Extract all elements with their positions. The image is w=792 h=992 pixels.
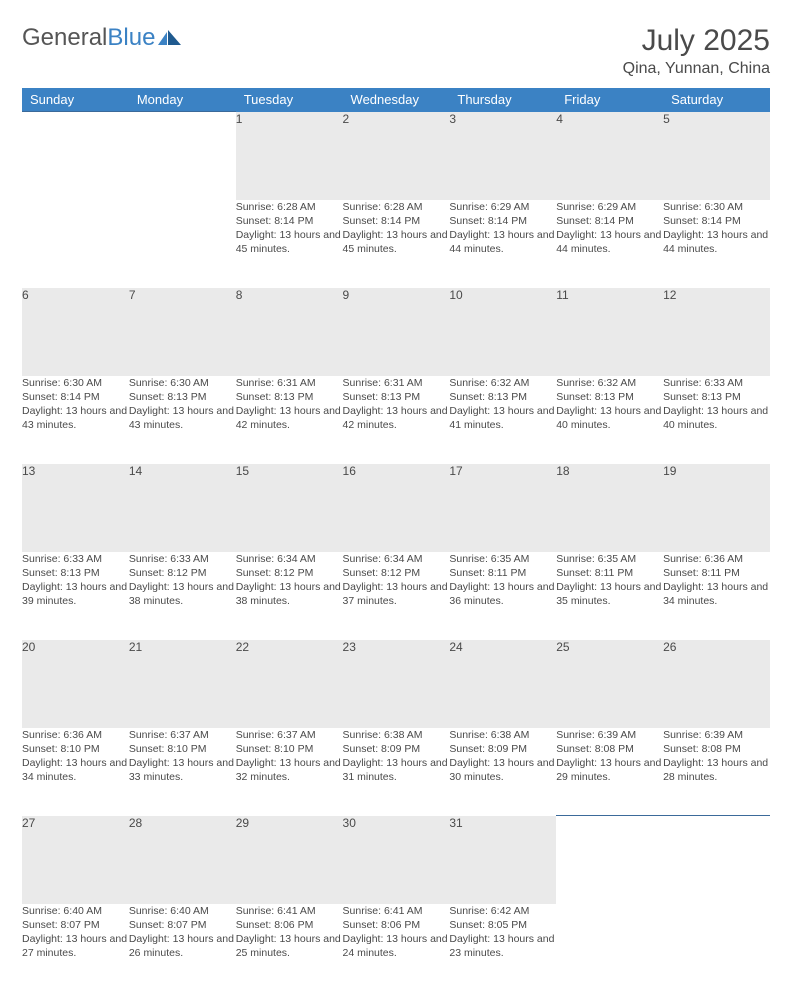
day-content-cell bbox=[663, 904, 770, 992]
day-content-cell bbox=[22, 200, 129, 288]
day-number-cell: 3 bbox=[449, 112, 556, 200]
day-content-cell: Sunrise: 6:33 AMSunset: 8:13 PMDaylight:… bbox=[663, 376, 770, 464]
day-number-row: 13141516171819 bbox=[22, 464, 770, 552]
day-content-row: Sunrise: 6:33 AMSunset: 8:13 PMDaylight:… bbox=[22, 552, 770, 640]
day-content-cell: Sunrise: 6:33 AMSunset: 8:12 PMDaylight:… bbox=[129, 552, 236, 640]
day-number-cell: 22 bbox=[236, 640, 343, 728]
day-number-cell bbox=[663, 816, 770, 904]
day-number-cell: 20 bbox=[22, 640, 129, 728]
day-content-row: Sunrise: 6:30 AMSunset: 8:14 PMDaylight:… bbox=[22, 376, 770, 464]
day-content-cell: Sunrise: 6:37 AMSunset: 8:10 PMDaylight:… bbox=[129, 728, 236, 816]
day-content-row: Sunrise: 6:28 AMSunset: 8:14 PMDaylight:… bbox=[22, 200, 770, 288]
day-number-cell: 11 bbox=[556, 288, 663, 376]
day-number-cell: 8 bbox=[236, 288, 343, 376]
weekday-header: Friday bbox=[556, 88, 663, 112]
logo-flag-icon bbox=[157, 28, 183, 48]
day-number-cell: 2 bbox=[343, 112, 450, 200]
day-content-cell: Sunrise: 6:29 AMSunset: 8:14 PMDaylight:… bbox=[449, 200, 556, 288]
day-content-cell: Sunrise: 6:29 AMSunset: 8:14 PMDaylight:… bbox=[556, 200, 663, 288]
header: GeneralBlue July 2025 Qina, Yunnan, Chin… bbox=[22, 24, 770, 78]
day-number-cell bbox=[129, 112, 236, 200]
day-number-cell: 15 bbox=[236, 464, 343, 552]
weekday-header: Monday bbox=[129, 88, 236, 112]
day-number-row: 2728293031 bbox=[22, 816, 770, 904]
weekday-header: Sunday bbox=[22, 88, 129, 112]
day-number-cell bbox=[556, 816, 663, 904]
day-number-cell: 10 bbox=[449, 288, 556, 376]
day-content-cell: Sunrise: 6:35 AMSunset: 8:11 PMDaylight:… bbox=[449, 552, 556, 640]
day-number-cell: 27 bbox=[22, 816, 129, 904]
day-content-cell bbox=[556, 904, 663, 992]
weekday-header: Wednesday bbox=[343, 88, 450, 112]
logo: GeneralBlue bbox=[22, 24, 183, 52]
logo-text-1: General bbox=[22, 24, 107, 52]
calendar-table: Sunday Monday Tuesday Wednesday Thursday… bbox=[22, 88, 770, 992]
day-content-row: Sunrise: 6:40 AMSunset: 8:07 PMDaylight:… bbox=[22, 904, 770, 992]
day-content-cell: Sunrise: 6:30 AMSunset: 8:13 PMDaylight:… bbox=[129, 376, 236, 464]
day-content-cell: Sunrise: 6:41 AMSunset: 8:06 PMDaylight:… bbox=[236, 904, 343, 992]
day-content-cell: Sunrise: 6:33 AMSunset: 8:13 PMDaylight:… bbox=[22, 552, 129, 640]
day-number-cell: 28 bbox=[129, 816, 236, 904]
day-number-cell: 19 bbox=[663, 464, 770, 552]
day-number-cell: 9 bbox=[343, 288, 450, 376]
day-number-cell: 25 bbox=[556, 640, 663, 728]
day-number-cell: 12 bbox=[663, 288, 770, 376]
day-content-cell: Sunrise: 6:34 AMSunset: 8:12 PMDaylight:… bbox=[343, 552, 450, 640]
day-content-cell: Sunrise: 6:42 AMSunset: 8:05 PMDaylight:… bbox=[449, 904, 556, 992]
day-content-cell bbox=[129, 200, 236, 288]
day-number-cell: 16 bbox=[343, 464, 450, 552]
day-number-cell: 23 bbox=[343, 640, 450, 728]
day-content-cell: Sunrise: 6:39 AMSunset: 8:08 PMDaylight:… bbox=[663, 728, 770, 816]
day-content-row: Sunrise: 6:36 AMSunset: 8:10 PMDaylight:… bbox=[22, 728, 770, 816]
day-content-cell: Sunrise: 6:32 AMSunset: 8:13 PMDaylight:… bbox=[449, 376, 556, 464]
weekday-header: Saturday bbox=[663, 88, 770, 112]
day-number-cell: 14 bbox=[129, 464, 236, 552]
day-content-cell: Sunrise: 6:37 AMSunset: 8:10 PMDaylight:… bbox=[236, 728, 343, 816]
day-number-cell bbox=[22, 112, 129, 200]
day-content-cell: Sunrise: 6:30 AMSunset: 8:14 PMDaylight:… bbox=[22, 376, 129, 464]
day-number-cell: 1 bbox=[236, 112, 343, 200]
day-content-cell: Sunrise: 6:38 AMSunset: 8:09 PMDaylight:… bbox=[343, 728, 450, 816]
day-number-cell: 21 bbox=[129, 640, 236, 728]
day-content-cell: Sunrise: 6:41 AMSunset: 8:06 PMDaylight:… bbox=[343, 904, 450, 992]
day-content-cell: Sunrise: 6:32 AMSunset: 8:13 PMDaylight:… bbox=[556, 376, 663, 464]
day-content-cell: Sunrise: 6:35 AMSunset: 8:11 PMDaylight:… bbox=[556, 552, 663, 640]
weekday-header: Tuesday bbox=[236, 88, 343, 112]
day-content-cell: Sunrise: 6:36 AMSunset: 8:10 PMDaylight:… bbox=[22, 728, 129, 816]
day-content-cell: Sunrise: 6:28 AMSunset: 8:14 PMDaylight:… bbox=[236, 200, 343, 288]
location: Qina, Yunnan, China bbox=[623, 60, 770, 78]
day-number-cell: 24 bbox=[449, 640, 556, 728]
day-number-cell: 30 bbox=[343, 816, 450, 904]
day-content-cell: Sunrise: 6:40 AMSunset: 8:07 PMDaylight:… bbox=[22, 904, 129, 992]
day-number-cell: 7 bbox=[129, 288, 236, 376]
day-number-row: 20212223242526 bbox=[22, 640, 770, 728]
day-number-cell: 18 bbox=[556, 464, 663, 552]
day-number-cell: 26 bbox=[663, 640, 770, 728]
day-content-cell: Sunrise: 6:34 AMSunset: 8:12 PMDaylight:… bbox=[236, 552, 343, 640]
day-number-row: 12345 bbox=[22, 112, 770, 200]
day-number-cell: 17 bbox=[449, 464, 556, 552]
day-content-cell: Sunrise: 6:30 AMSunset: 8:14 PMDaylight:… bbox=[663, 200, 770, 288]
day-content-cell: Sunrise: 6:36 AMSunset: 8:11 PMDaylight:… bbox=[663, 552, 770, 640]
day-content-cell: Sunrise: 6:31 AMSunset: 8:13 PMDaylight:… bbox=[343, 376, 450, 464]
weekday-header-row: Sunday Monday Tuesday Wednesday Thursday… bbox=[22, 88, 770, 112]
day-number-cell: 5 bbox=[663, 112, 770, 200]
day-content-cell: Sunrise: 6:39 AMSunset: 8:08 PMDaylight:… bbox=[556, 728, 663, 816]
day-content-cell: Sunrise: 6:28 AMSunset: 8:14 PMDaylight:… bbox=[343, 200, 450, 288]
day-content-cell: Sunrise: 6:38 AMSunset: 8:09 PMDaylight:… bbox=[449, 728, 556, 816]
day-number-row: 6789101112 bbox=[22, 288, 770, 376]
title-block: July 2025 Qina, Yunnan, China bbox=[623, 24, 770, 78]
weekday-header: Thursday bbox=[449, 88, 556, 112]
day-content-cell: Sunrise: 6:31 AMSunset: 8:13 PMDaylight:… bbox=[236, 376, 343, 464]
day-number-cell: 31 bbox=[449, 816, 556, 904]
day-number-cell: 29 bbox=[236, 816, 343, 904]
day-number-cell: 13 bbox=[22, 464, 129, 552]
day-content-cell: Sunrise: 6:40 AMSunset: 8:07 PMDaylight:… bbox=[129, 904, 236, 992]
logo-text-2: Blue bbox=[107, 24, 155, 52]
day-number-cell: 6 bbox=[22, 288, 129, 376]
day-number-cell: 4 bbox=[556, 112, 663, 200]
page-title: July 2025 bbox=[623, 24, 770, 58]
